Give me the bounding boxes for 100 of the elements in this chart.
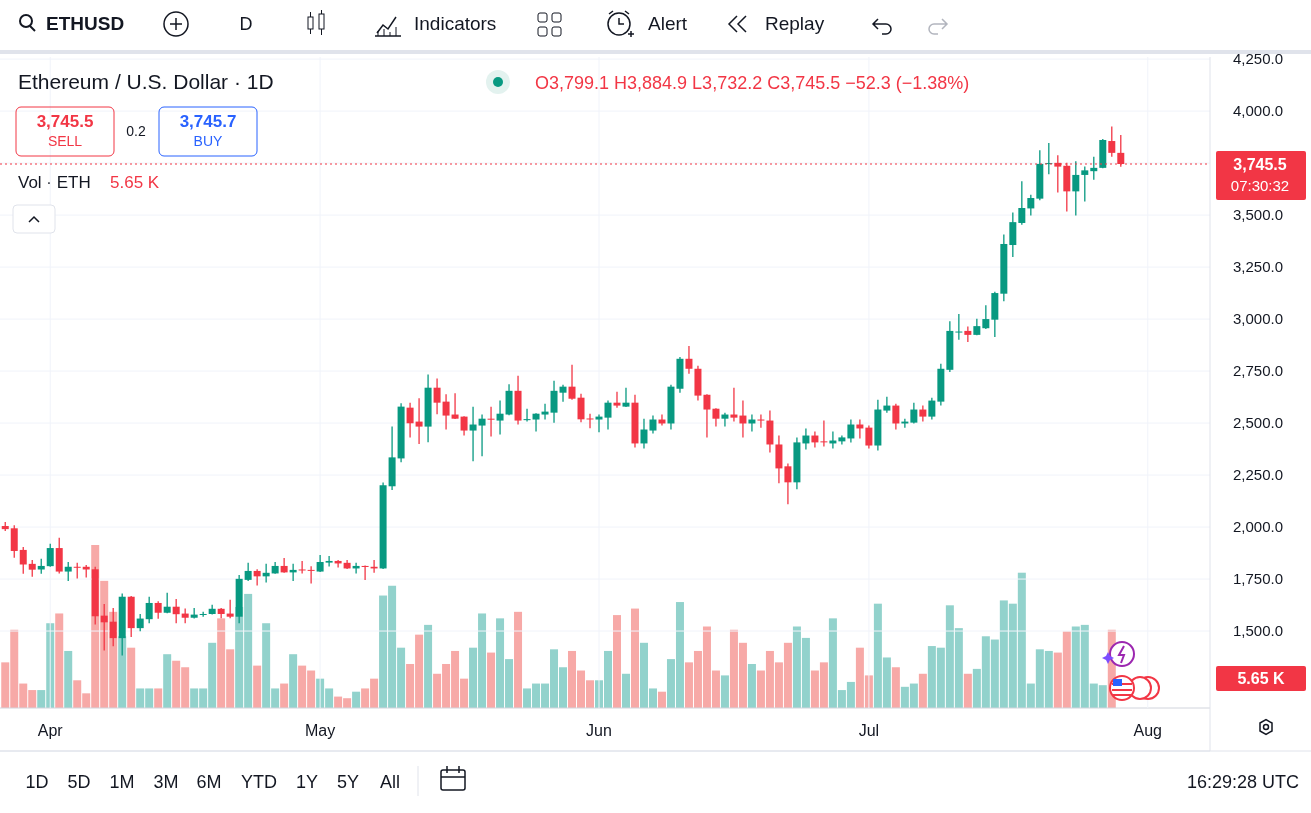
candlestick (532, 412, 540, 433)
candlestick (757, 413, 765, 429)
candlestick (892, 403, 900, 431)
candlestick (523, 408, 531, 423)
candlestick (820, 419, 828, 448)
annotation: O3,799.1 H3,884.9 L3,732.2 C3,745.5 −52.3 (−1.38%) (535, 73, 970, 93)
x-tick-label: May (305, 722, 336, 739)
candlestick (964, 325, 972, 343)
bar (514, 611, 523, 708)
candlestick (865, 424, 873, 450)
text: 5D (67, 772, 91, 792)
text: D (239, 14, 253, 34)
text: 1D (25, 772, 49, 792)
annotation: SELL (47, 133, 83, 149)
candlestick (172, 598, 180, 624)
text: Alert (648, 13, 688, 34)
text: 1M (109, 772, 135, 792)
candlestick (244, 562, 252, 582)
text: 5Y (336, 772, 360, 792)
text: Ethereum / U.S. Dollar · 1D (18, 70, 274, 93)
ref-line-label: 3,745.5 (1233, 155, 1287, 173)
bar (154, 688, 163, 708)
text: 3M (153, 772, 179, 792)
candlestick (325, 555, 333, 568)
candlestick (55, 537, 63, 575)
y-tick-label: 4,000.0 (1232, 102, 1284, 120)
bar (55, 613, 64, 708)
text: Indicators (414, 13, 497, 34)
bar (621, 673, 630, 708)
bar (289, 654, 298, 708)
candlestick (1108, 125, 1116, 158)
candlestick (559, 384, 567, 403)
candlestick (433, 377, 441, 415)
candlestick (883, 395, 891, 414)
candlestick (847, 418, 855, 444)
y-tick-label: 2,250.0 (1232, 466, 1284, 484)
x-tick-label: Jul (858, 722, 880, 739)
y-tick-label: 3,500.0 (1232, 206, 1284, 224)
bar (163, 654, 172, 708)
candlestick (505, 383, 513, 416)
candlestick (451, 392, 459, 420)
candlestick (766, 409, 774, 454)
candlestick (1090, 156, 1098, 181)
bar (891, 667, 900, 708)
annotation: 3,745.5 (36, 112, 94, 131)
annotation: 0.2 (126, 123, 146, 139)
bar (720, 675, 729, 708)
x-tick-label: Aug (1133, 722, 1163, 739)
candlestick (586, 413, 594, 429)
bar (918, 673, 927, 708)
candlestick (253, 568, 261, 587)
bar (657, 691, 666, 708)
candlestick (1018, 180, 1026, 226)
candlestick (145, 596, 153, 624)
annotation: 5.65 K (110, 173, 160, 192)
y-tick-label: 3,000.0 (1232, 310, 1284, 328)
annotation: BUY (193, 133, 224, 149)
text: YTD (241, 772, 277, 792)
candlestick (685, 345, 693, 375)
candlestick (703, 393, 711, 439)
text: 5.65 K (1237, 670, 1286, 687)
bar (747, 663, 756, 708)
candlestick (928, 397, 936, 421)
candlestick (784, 462, 792, 505)
candlestick (1081, 165, 1089, 203)
y-tick-label: 2,500.0 (1232, 414, 1284, 432)
candlestick (361, 564, 369, 581)
text: All (379, 772, 401, 792)
candlestick (478, 413, 486, 457)
candlestick (487, 405, 495, 438)
candlestick (406, 402, 414, 439)
text: Replay (765, 13, 825, 34)
candlestick (64, 561, 72, 582)
text: ETHUSD (46, 13, 125, 34)
bar (352, 691, 361, 708)
text: 07:30:32 (1230, 177, 1290, 194)
candlestick (280, 557, 288, 574)
candlestick (550, 380, 558, 424)
candlestick (298, 560, 306, 575)
candlestick (982, 304, 990, 330)
annotation: 3,745.7 (179, 112, 237, 131)
bar (280, 683, 289, 708)
candlestick (442, 393, 450, 431)
text: 1Y (295, 772, 319, 792)
candlestick (613, 391, 621, 409)
candlestick (730, 387, 738, 423)
candlestick (460, 415, 468, 437)
y-tick-label: 3,250.0 (1232, 258, 1284, 276)
candlestick (568, 364, 576, 401)
candlestick (46, 543, 54, 568)
candlestick (19, 546, 27, 575)
text: 6M (196, 772, 222, 792)
candlestick (307, 565, 315, 585)
candlestick (712, 407, 720, 428)
candlestick (1009, 211, 1017, 258)
candlestick (496, 399, 504, 436)
bar (963, 673, 972, 708)
candlestick (721, 412, 729, 428)
y-tick-label: 2,000.0 (1232, 518, 1284, 536)
x-tick-label: Jun (586, 722, 612, 739)
